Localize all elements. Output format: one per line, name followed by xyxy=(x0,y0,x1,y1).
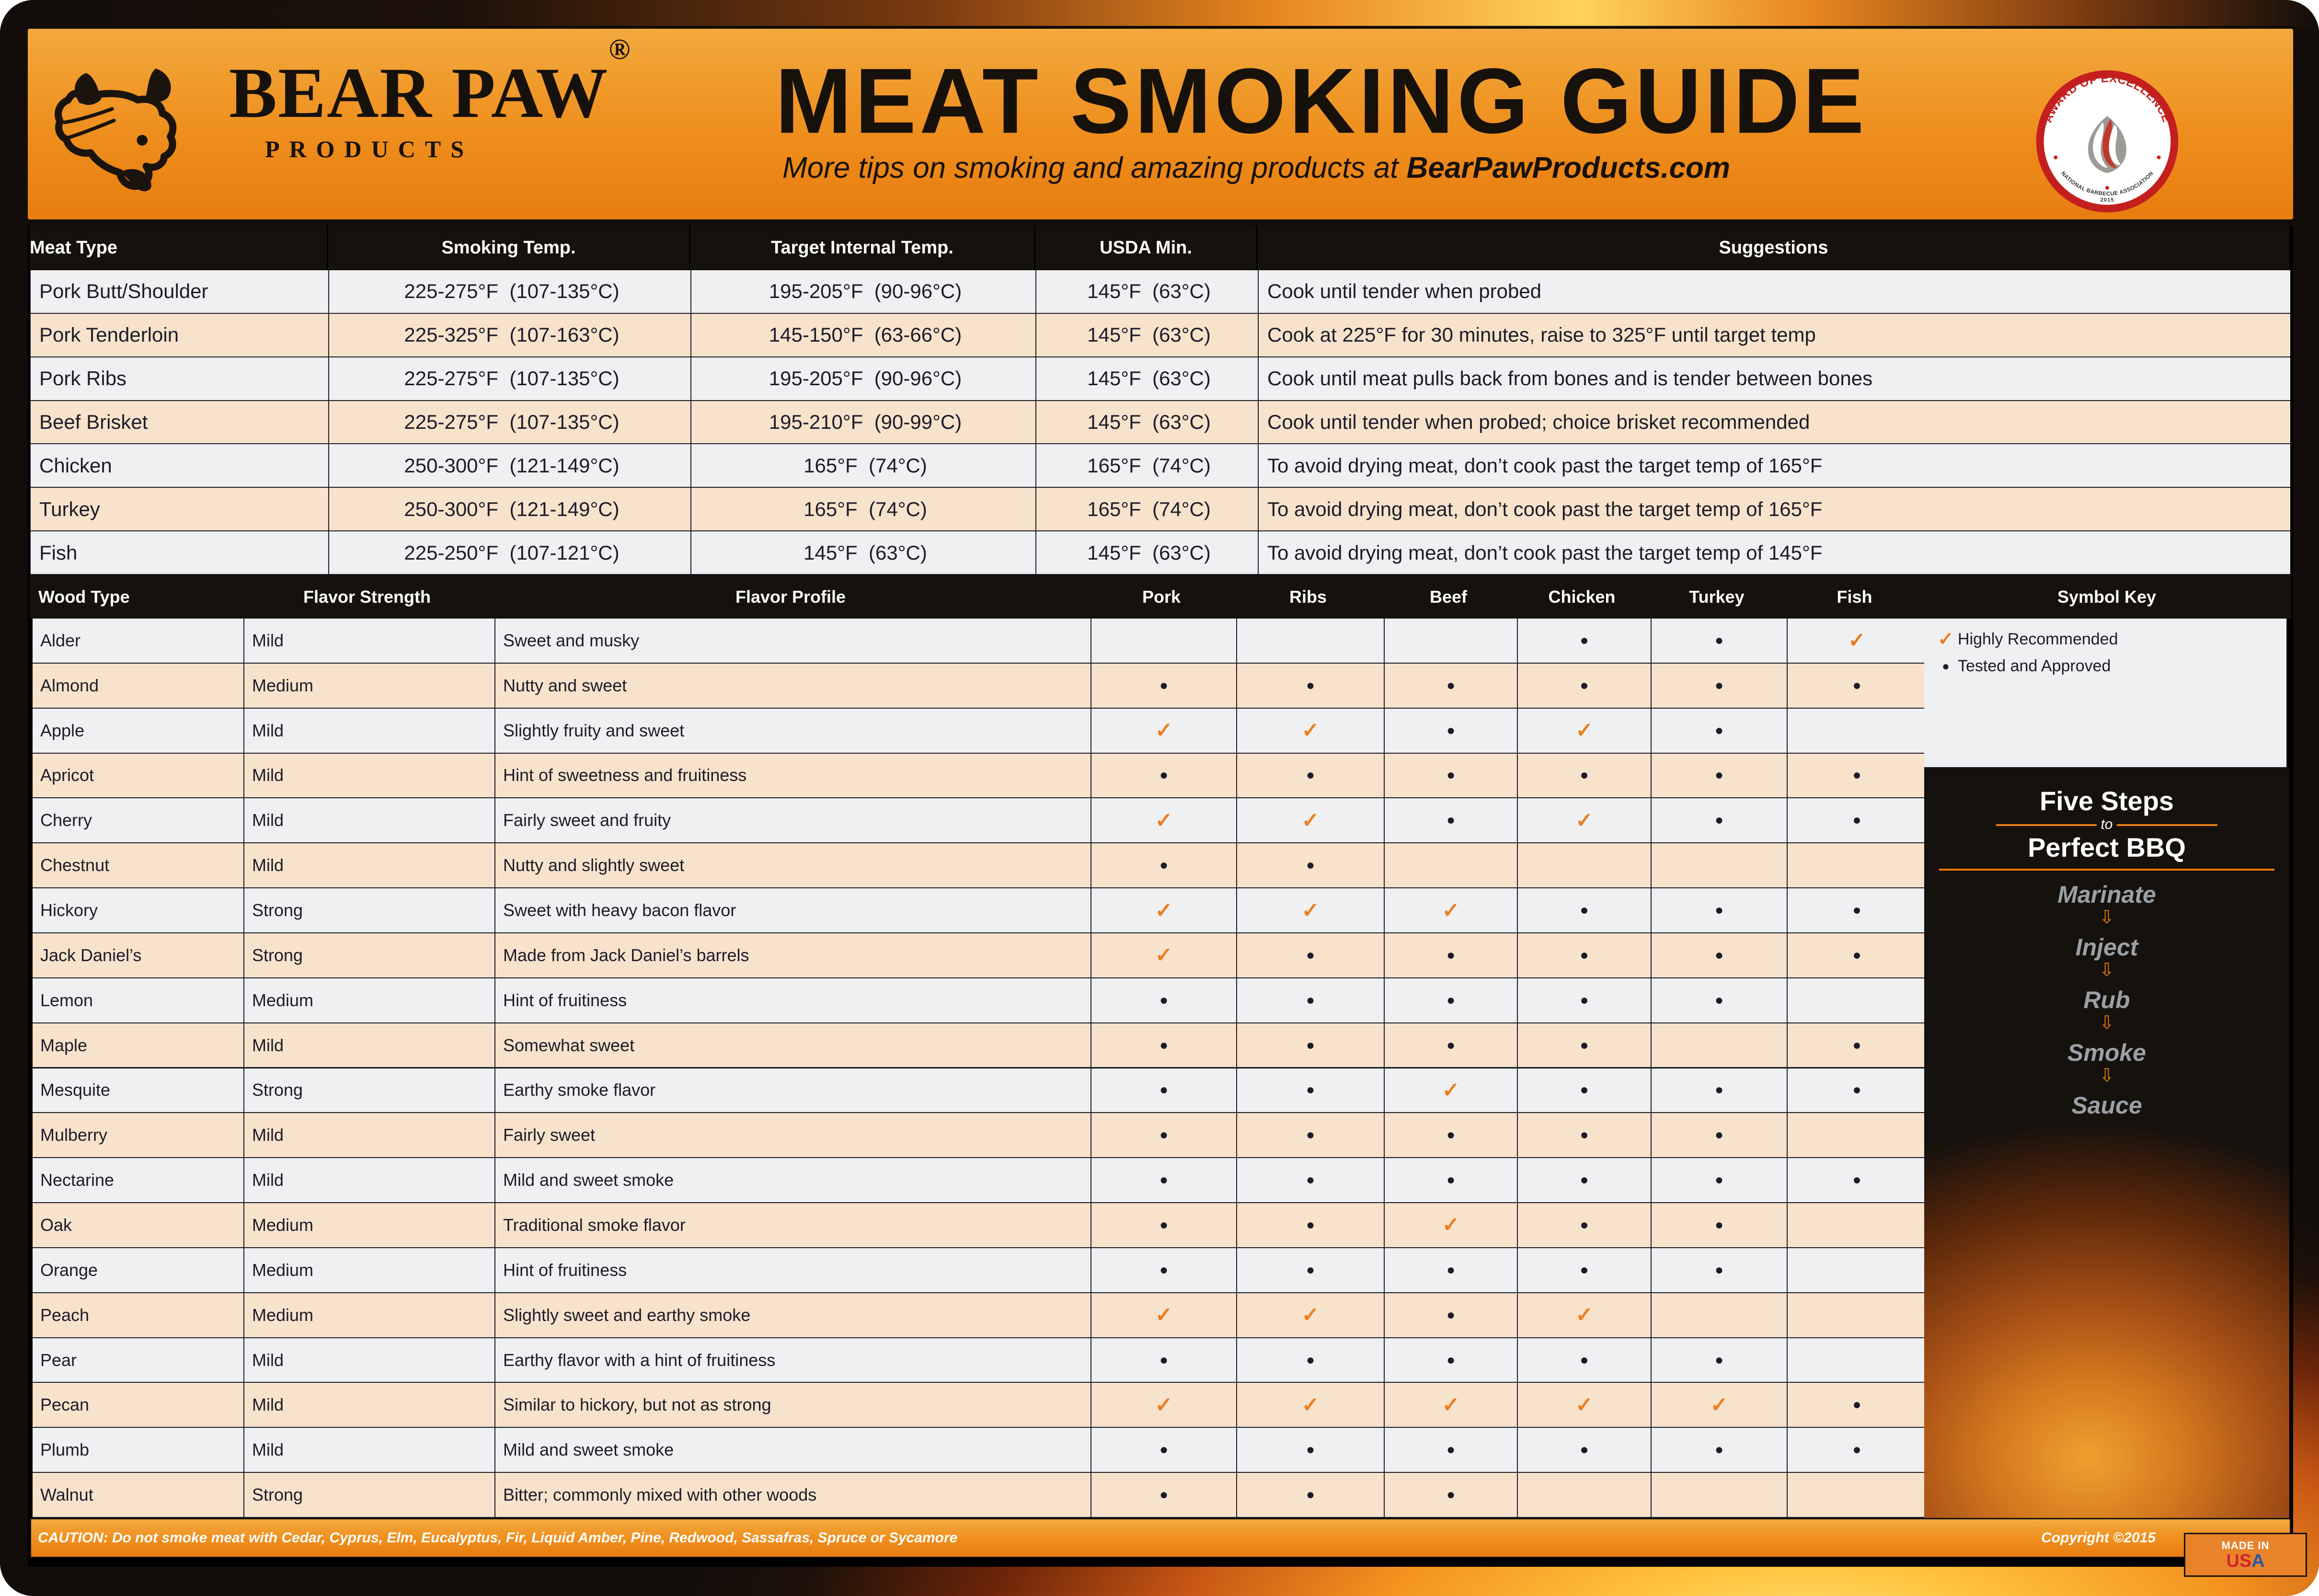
svg-text:2015: 2015 xyxy=(2100,197,2114,203)
